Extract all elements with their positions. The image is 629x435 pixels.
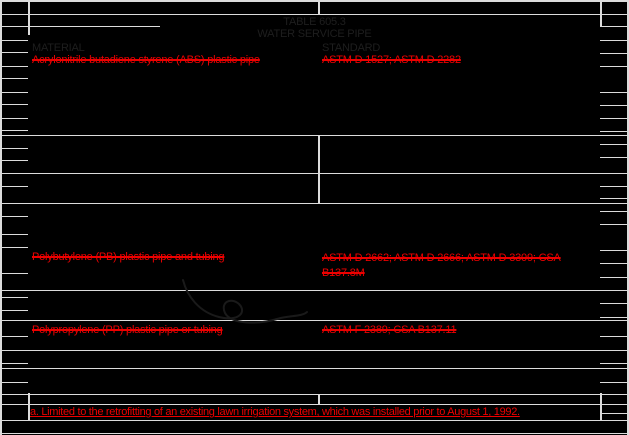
grid-line [600,144,629,146]
grid-line [0,186,28,188]
row-abs-standard-cell: ASTM D 1527; ASTM D 2282 [322,54,461,66]
grid-line [0,40,28,42]
grid-line [0,404,629,406]
grid-line [0,382,28,384]
grid-line [600,26,629,28]
grid-line [600,186,629,188]
grid-line [0,78,28,80]
grid-line [0,350,629,352]
grid-line [600,118,629,120]
grid-line [600,40,629,42]
annotation-scribble [182,279,308,324]
grid-line [0,297,28,299]
grid-line [600,317,629,319]
grid-line [318,1,320,14]
grid-line [0,173,629,175]
grid-line [627,0,629,435]
grid-line [0,66,28,68]
grid-line [600,393,602,420]
row-abs-material-cell: Acrylonitrile butadiene styrene (ABS) pl… [32,54,260,66]
footnote-a: a. Limited to the retrofitting of an exi… [30,406,520,418]
grid-line [0,1,629,3]
grid-line [0,0,2,435]
grid-line [0,203,629,205]
grid-line [600,198,629,200]
grid-line [600,263,629,265]
grid-line [0,363,28,365]
grid-line [0,368,629,370]
grid-line [0,104,28,106]
grid-line [0,273,28,275]
column-header-material: MATERIAL [32,42,85,54]
grid-line [0,394,629,396]
grid-line [318,135,320,203]
grid-line [600,66,629,68]
grid-line [600,250,629,252]
column-header-standard: STANDARD [322,42,381,54]
grid-line [600,224,629,226]
grid-line [600,303,629,305]
grid-line [600,105,629,107]
grid-line [318,394,320,405]
row-pp-standard-cell: ASTM F 2389; CSA B137.11 [322,324,457,336]
grid-line [600,413,629,415]
grid-line [600,1,602,26]
grid-line [0,148,28,150]
grid-line [0,160,28,162]
row-pb-material-cell: Polybutylene (PB) plastic pipe and tubin… [32,251,225,263]
grid-line [600,336,629,338]
grid-line [0,420,629,422]
grid-line [600,382,629,384]
grid-line [600,92,629,94]
grid-line [600,131,629,133]
grid-line [0,216,28,218]
grid-line [0,336,28,338]
grid-line [0,14,629,16]
grid-line [600,363,629,365]
table-title-name: WATER SERVICE PIPE [257,28,372,40]
grid-line [0,135,629,137]
grid-line [0,234,28,236]
table-title-number: TABLE 605.3 [283,16,346,28]
grid-line [0,52,28,54]
grid-line [0,290,629,292]
grid-line [600,53,629,55]
grid-line [0,433,629,435]
row-pb-standard-cell: ASTM D 2662; ASTM D 2666; ASTM D 3309; C… [322,252,561,279]
grid-line [28,1,30,35]
grid-line [0,118,28,120]
grid-line [0,26,160,28]
grid-line [0,320,629,322]
grid-line [600,277,629,279]
grid-line [28,393,30,420]
grid-line [0,310,28,312]
grid-line [0,247,28,249]
grid-line [600,157,629,159]
row-pp-material-cell: Polypropylene (PP) plastic pipe or tubin… [32,324,223,336]
grid-line [0,92,28,94]
grid-line [0,130,28,132]
grid-line [600,211,629,213]
